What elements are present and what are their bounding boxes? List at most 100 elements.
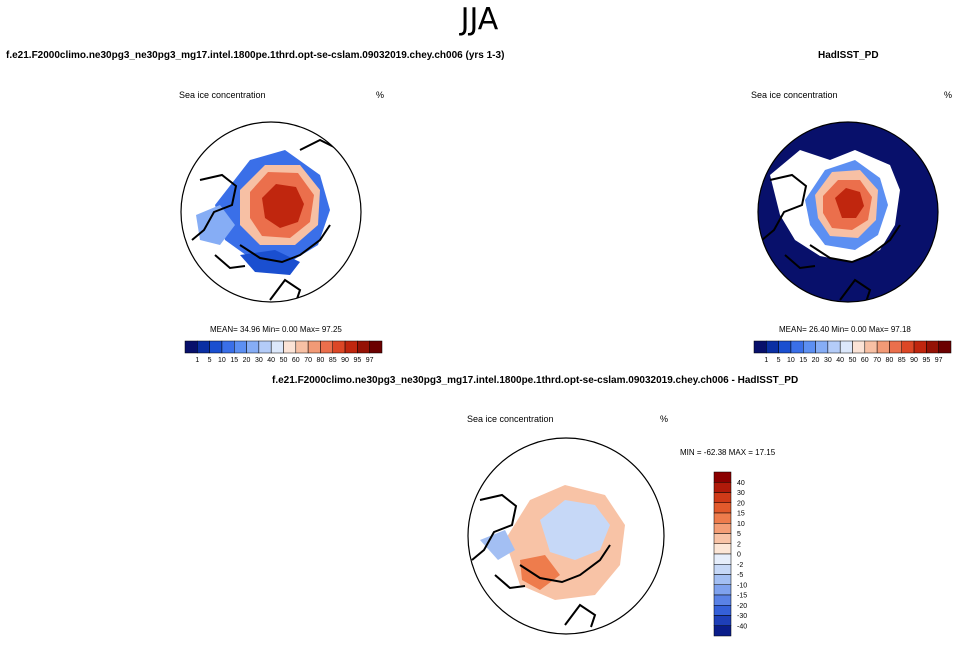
diff-colorbar-swatch	[713, 502, 732, 514]
diff-colorbar-tick-label: 5	[737, 531, 741, 538]
diff-colorbar-swatch	[713, 605, 732, 616]
diff-colorbar-swatch	[713, 543, 732, 555]
left-colorbar-swatch	[221, 340, 235, 354]
left-colorbar-tick-label: 30	[255, 357, 263, 364]
diff-colorbar-tick-label: 10	[737, 521, 745, 528]
diff-colorbar-tick-label: 2	[737, 541, 741, 548]
left-colorbar-swatch	[258, 340, 272, 354]
left-colorbar-tick-label: 50	[280, 357, 288, 364]
right-colorbar-swatch	[913, 340, 927, 354]
left-colorbar-swatch	[357, 340, 370, 354]
diff-colorbar-tick-label: -15	[737, 593, 747, 600]
right-colorbar-tick-label: 15	[799, 357, 807, 364]
diff-colorbar-swatch	[713, 574, 732, 585]
right-colorbar-swatch	[889, 340, 902, 354]
left-panel-title: f.e21.F2000climo.ne30pg3_ne30pg3_mg17.in…	[6, 50, 505, 61]
right-colorbar-tick-label: 50	[849, 357, 857, 364]
right-variable-label: Sea ice concentration	[751, 90, 838, 100]
right-stats: MEAN= 26.40 Min= 0.00 Max= 97.18	[779, 325, 911, 334]
diff-colorbar-tick-label: -5	[737, 572, 743, 579]
left-variable-label: Sea ice concentration	[179, 90, 266, 100]
diff-colorbar-swatch	[713, 615, 732, 626]
right-colorbar-tick-label: 20	[812, 357, 820, 364]
left-colorbar-tick-label: 15	[230, 357, 238, 364]
right-colorbar-tick-label: 90	[910, 357, 918, 364]
left-map-border	[180, 121, 362, 303]
left-unit-label: %	[376, 90, 385, 100]
diff-colorbar-swatch	[713, 625, 732, 637]
right-colorbar-tick-label: 70	[873, 357, 881, 364]
left-colorbar-tick-label: 20	[243, 357, 251, 364]
diff-negative-kara	[480, 530, 515, 560]
left-colorbar-swatch	[184, 340, 198, 354]
right-colorbar-swatch	[815, 340, 829, 354]
diff-colorbar-swatch	[713, 594, 732, 606]
diff-colorbar-tick-label: -2	[737, 562, 743, 569]
diff-panel-title: f.e21.F2000climo.ne30pg3_ne30pg3_mg17.in…	[272, 375, 799, 386]
left-colorbar-tick-label: 97	[366, 357, 374, 364]
diff-colorbar-tick-label: 0	[737, 552, 741, 559]
diff-colorbar-tick-label: 20	[737, 500, 745, 507]
left-colorbar-swatch	[332, 340, 346, 354]
left-colorbar-swatch	[270, 340, 284, 354]
left-colorbar-swatch	[344, 340, 358, 354]
left-colorbar-swatch	[307, 340, 321, 354]
left-colorbar-swatch	[369, 340, 383, 354]
diff-colorbar-tick-label: 15	[737, 511, 745, 518]
diff-colorbar-tick-label: 40	[737, 480, 745, 487]
right-colorbar-tick-label: 5	[777, 357, 781, 364]
right-colorbar-swatch	[766, 340, 779, 354]
left-coastline-icon	[191, 138, 341, 302]
left-colorbar-tick-label: 60	[292, 357, 300, 364]
right-colorbar-tick-label: 30	[824, 357, 832, 364]
left-colorbar-tick-label: 70	[304, 357, 312, 364]
diff-stats: MIN = -62.38 MAX = 17.15	[680, 448, 776, 457]
left-stats: MEAN= 34.96 Min= 0.00 Max= 97.25	[210, 325, 342, 334]
diff-colorbar-swatch	[713, 564, 732, 575]
left-colorbar-swatch	[320, 340, 333, 354]
diff-colorbar-tick-label: -10	[737, 582, 747, 589]
right-unit-label: %	[944, 90, 953, 100]
diff-colorbar-swatch	[713, 512, 732, 524]
left-core-ice	[262, 184, 304, 228]
right-colorbar-swatch	[778, 340, 792, 354]
right-colorbar: 1 5 10 15 20 30 40 50 60 70 80 85 90 95 97	[753, 340, 952, 364]
right-colorbar-tick-label: 10	[787, 357, 795, 364]
right-colorbar-swatch	[753, 340, 767, 354]
right-map-border	[757, 121, 939, 303]
right-colorbar-tick-label: 60	[861, 357, 869, 364]
right-colorbar-swatch	[926, 340, 939, 354]
left-colorbar-swatch	[246, 340, 260, 354]
diff-map-border	[467, 437, 665, 635]
right-colorbar-tick-label: 97	[935, 357, 943, 364]
left-colorbar-tick-label: 5	[208, 357, 212, 364]
diff-colorbar-swatch	[713, 471, 732, 483]
diff-unit-label: %	[660, 414, 669, 424]
figure-title: JJA	[460, 2, 499, 37]
right-colorbar-swatch	[790, 340, 804, 354]
left-colorbar-swatch	[197, 340, 210, 354]
left-colorbar-swatch	[234, 340, 247, 354]
right-colorbar-swatch	[938, 340, 952, 354]
right-panel-title: HadISST_PD	[818, 50, 879, 61]
right-colorbar-swatch	[827, 340, 841, 354]
diff-colorbar-swatch	[713, 482, 732, 493]
left-colorbar: 1 5 10 15 20 30 40 50 60 70 80 85 90 95 97	[184, 340, 383, 364]
diff-map	[468, 438, 664, 634]
diff-colorbar-tick-label: -40	[737, 623, 747, 630]
diff-positive-strong	[520, 555, 560, 590]
diff-colorbar-swatch	[713, 584, 732, 596]
left-map	[181, 122, 361, 302]
diff-colorbar-tick-label: 30	[737, 490, 745, 497]
right-map	[758, 122, 938, 302]
right-colorbar-swatch	[864, 340, 878, 354]
left-colorbar-swatch	[295, 340, 309, 354]
right-coastline-icon	[761, 173, 901, 302]
diff-variable-label: Sea ice concentration	[467, 414, 554, 424]
right-colorbar-tick-label: 80	[886, 357, 894, 364]
diff-coastline-icon	[471, 493, 611, 628]
left-colorbar-tick-label: 40	[267, 357, 275, 364]
right-colorbar-swatch	[876, 340, 890, 354]
